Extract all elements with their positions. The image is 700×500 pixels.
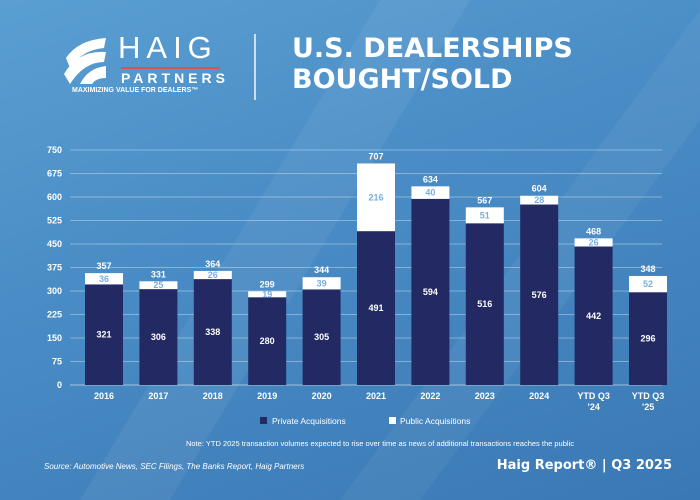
label-private: 321	[96, 330, 111, 340]
label-public: 28	[534, 195, 544, 205]
bar-public	[574, 238, 613, 247]
x-tick-label: ’25	[642, 402, 655, 412]
label-private: 576	[532, 290, 547, 300]
bar-public	[139, 281, 178, 290]
bar-public	[465, 207, 504, 224]
bar-private	[465, 223, 504, 385]
x-tick-label: 2019	[257, 391, 277, 401]
chart-note: Note: YTD 2025 transaction volumes expec…	[186, 439, 574, 448]
bar-private	[85, 284, 123, 385]
bar-public	[85, 273, 123, 285]
y-tick-label: 150	[47, 333, 62, 343]
label-total: 299	[260, 279, 275, 289]
label-total: 357	[96, 261, 111, 271]
label-total: 604	[532, 184, 547, 194]
x-tick-label: 2022	[420, 391, 440, 401]
source-text: Source: Automotive News, SEC Filings, Th…	[44, 462, 305, 471]
legend-label-public: Public Acquisitions	[400, 416, 470, 426]
label-total: 364	[205, 259, 220, 269]
label-private: 305	[314, 332, 329, 342]
label-public: 26	[589, 237, 599, 247]
label-private: 491	[368, 303, 383, 313]
legend-swatch-public	[389, 417, 396, 424]
report-label: Haig Report® | Q3 2025	[496, 458, 672, 473]
label-public: 26	[208, 270, 218, 280]
label-total: 468	[586, 226, 601, 236]
bar-public	[193, 270, 232, 280]
label-total: 707	[368, 151, 383, 161]
y-tick-label: 525	[47, 216, 62, 226]
logo-tagline: MAXIMIZING VALUE FOR DEALERS™	[72, 87, 199, 94]
label-public: 40	[425, 188, 435, 198]
x-tick-label: ’24	[587, 402, 600, 412]
label-private: 306	[151, 332, 166, 342]
title-line-1: U.S. DEALERSHIPS	[292, 33, 573, 64]
bar-private	[411, 198, 450, 385]
label-public: 39	[317, 278, 327, 288]
y-tick-label: 675	[47, 169, 62, 179]
label-public: 36	[99, 274, 109, 284]
y-tick-label: 450	[47, 239, 62, 249]
bar-public	[357, 163, 395, 232]
logo-name: HAIG	[118, 30, 218, 65]
bar-public	[411, 186, 450, 199]
label-private: 280	[260, 336, 275, 346]
y-tick-label: 300	[47, 286, 62, 296]
label-private: 442	[586, 311, 601, 321]
x-tick-label: 2017	[148, 391, 168, 401]
logo-underline	[121, 67, 220, 69]
haig-logo-icon	[64, 38, 106, 84]
label-total: 348	[640, 264, 655, 274]
label-public: 52	[643, 279, 653, 289]
x-tick-label: 2016	[94, 391, 114, 401]
header-divider	[254, 34, 256, 100]
page-title: U.S. DEALERSHIPS BOUGHT/SOLD	[292, 33, 573, 95]
label-public: 25	[153, 280, 163, 290]
label-public: 216	[368, 192, 383, 202]
bar-private	[357, 231, 395, 385]
label-private: 594	[423, 287, 438, 297]
label-total: 634	[423, 174, 438, 184]
y-tick-label: 225	[47, 310, 62, 320]
label-public: 19	[262, 289, 272, 299]
logo-sub: PARTNERS	[121, 70, 229, 86]
bar-private	[248, 297, 287, 385]
legend-label-private: Private Acquisitions	[272, 416, 346, 426]
y-tick-label: 375	[47, 263, 62, 273]
label-total: 344	[314, 265, 329, 275]
y-tick-label: 600	[47, 192, 62, 202]
label-private: 338	[205, 327, 220, 337]
bar-public	[302, 277, 341, 290]
bar-private	[139, 289, 178, 385]
x-tick-label: 2024	[529, 391, 549, 401]
x-tick-label: 2023	[475, 391, 495, 401]
bar-private	[574, 246, 613, 385]
bar-private	[629, 292, 667, 385]
bar-private	[302, 289, 341, 385]
x-tick-label: YTD Q3	[632, 391, 665, 401]
label-public: 51	[480, 210, 490, 220]
x-tick-label: YTD Q3	[577, 391, 610, 401]
x-tick-label: 2020	[312, 391, 332, 401]
bar-public	[629, 275, 667, 293]
bar-public	[520, 195, 559, 205]
title-line-2: BOUGHT/SOLD	[292, 64, 513, 95]
x-tick-label: 2018	[203, 391, 223, 401]
bar-private	[193, 279, 232, 385]
bar-private	[520, 204, 559, 385]
label-private: 296	[640, 334, 655, 344]
legend-swatch-private	[260, 417, 267, 424]
y-tick-label: 0	[57, 380, 62, 390]
y-tick-label: 750	[47, 145, 62, 155]
label-private: 516	[477, 299, 492, 309]
label-total: 567	[477, 195, 492, 205]
label-total: 331	[151, 269, 166, 279]
x-tick-label: 2021	[366, 391, 386, 401]
y-tick-label: 75	[52, 357, 62, 367]
bar-public	[248, 291, 287, 298]
